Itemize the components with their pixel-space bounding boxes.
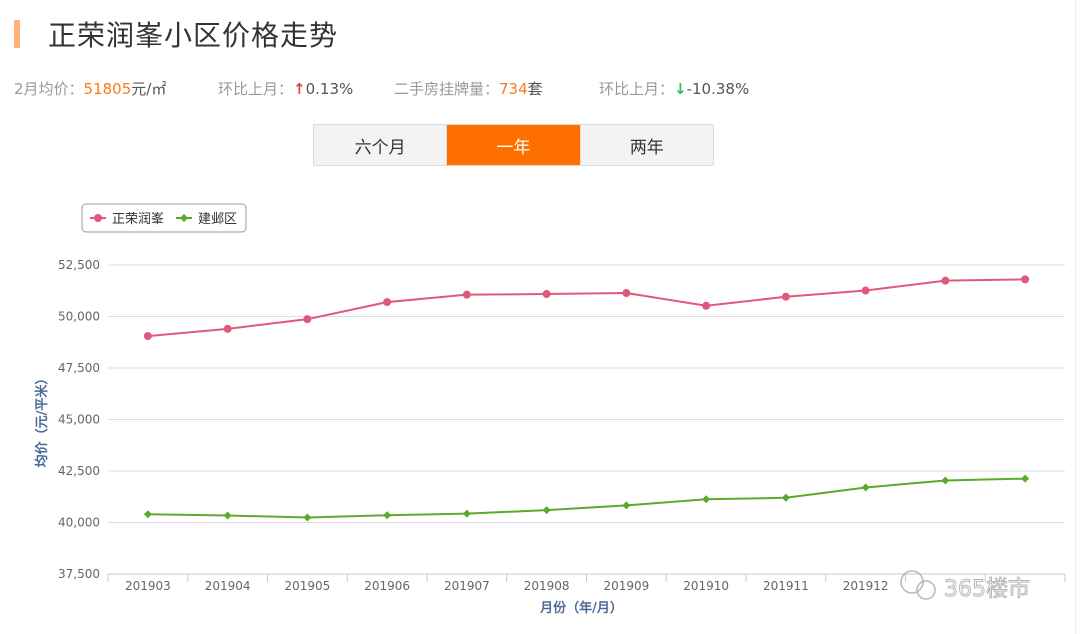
watermark: 365楼市: [900, 570, 1031, 603]
x-tick-label: 201909: [603, 579, 649, 593]
data-point: [861, 483, 870, 492]
listings-mom-label: 环比上月：: [599, 80, 675, 98]
y-axis-title: 均价（元/平米）: [34, 372, 50, 468]
y-tick-label: 52,500: [58, 258, 100, 272]
arrow-up-icon: ↑: [293, 80, 306, 98]
title-accent-bar: [14, 20, 20, 48]
data-point: [223, 324, 232, 333]
watermark-text: 365楼市: [944, 577, 1030, 602]
series-line: [147, 477, 1026, 519]
legend-box: [81, 203, 247, 233]
wechat-icon-bubble: [916, 580, 936, 600]
x-tick-label: 201906: [364, 579, 410, 593]
data-point: [383, 298, 392, 307]
legend: 正荣润峯 建邺区: [81, 203, 247, 233]
avg-price-label: 2月均价：: [14, 80, 84, 98]
data-point: [1021, 275, 1030, 284]
tab-two-years[interactable]: 两年: [579, 125, 713, 165]
listings-unit: 套: [527, 80, 543, 98]
data-point: [143, 332, 152, 341]
divider: [1075, 0, 1076, 634]
data-point: [781, 292, 790, 301]
data-point: [462, 509, 471, 518]
data-point: [542, 290, 551, 299]
data-point: [383, 511, 392, 520]
data-point: [702, 301, 711, 310]
legend-label: 建邺区: [198, 212, 237, 227]
x-tick-label: 201911: [763, 579, 809, 593]
price-mom-stat: 环比上月：↑0.13%: [218, 78, 353, 99]
data-point: [462, 290, 471, 299]
data-point: [223, 511, 232, 520]
data-point: [702, 495, 711, 504]
y-tick-label: 42,500: [58, 464, 100, 478]
series-line: [147, 278, 1026, 338]
legend-item: 建邺区: [176, 212, 237, 227]
y-tick-label: 40,000: [58, 516, 100, 530]
data-point: [622, 289, 631, 298]
legend-item: 正荣润峯: [90, 212, 164, 227]
x-tick-label: 201904: [205, 579, 251, 593]
x-tick-label: 201905: [284, 579, 330, 593]
listings-value: 734: [499, 80, 528, 98]
x-tick-label: 201908: [524, 579, 570, 593]
data-point: [781, 493, 790, 502]
listings-mom-stat: 环比上月：↓-10.38%: [599, 78, 749, 99]
listings-mom-value: -10.38%: [686, 80, 750, 98]
x-tick-label: 201907: [444, 579, 490, 593]
legend-marker: [180, 214, 188, 222]
data-point: [941, 276, 950, 285]
listings-label: 二手房挂牌量：: [394, 80, 500, 98]
data-point: [143, 510, 152, 519]
y-tick-label: 50,000: [58, 310, 100, 324]
period-tabs: 六个月 一年 两年: [313, 124, 714, 166]
data-point: [303, 315, 312, 324]
price-mom-label: 环比上月：: [218, 80, 294, 98]
price-mom-value: 0.13%: [305, 80, 354, 98]
avg-price-stat: 2月均价：51805元/㎡: [14, 78, 166, 99]
data-point: [303, 513, 312, 522]
data-point: [542, 506, 551, 515]
data-point: [622, 501, 631, 510]
x-tick-label: 201903: [125, 579, 171, 593]
legend-marker: [94, 214, 102, 222]
avg-price-value: 51805: [83, 80, 132, 98]
tab-one-year[interactable]: 一年: [446, 125, 580, 165]
listings-stat: 二手房挂牌量：734套: [394, 78, 543, 99]
y-tick-label: 47,500: [58, 361, 100, 375]
x-axis-title: 月份（年/月）: [539, 600, 623, 616]
x-tick-label: 201910: [683, 579, 729, 593]
avg-price-unit: 元/㎡: [131, 80, 167, 98]
data-point: [941, 476, 950, 485]
arrow-down-icon: ↓: [674, 80, 687, 98]
page-title: 正荣润峯小区价格走势: [48, 19, 339, 52]
legend-label: 正荣润峯: [112, 212, 164, 227]
y-tick-label: 37,500: [58, 567, 100, 581]
tab-six-months[interactable]: 六个月: [354, 137, 406, 158]
y-tick-label: 45,000: [58, 413, 100, 427]
data-point: [861, 286, 870, 295]
data-point: [1021, 474, 1030, 483]
x-tick-label: 201912: [843, 579, 889, 593]
